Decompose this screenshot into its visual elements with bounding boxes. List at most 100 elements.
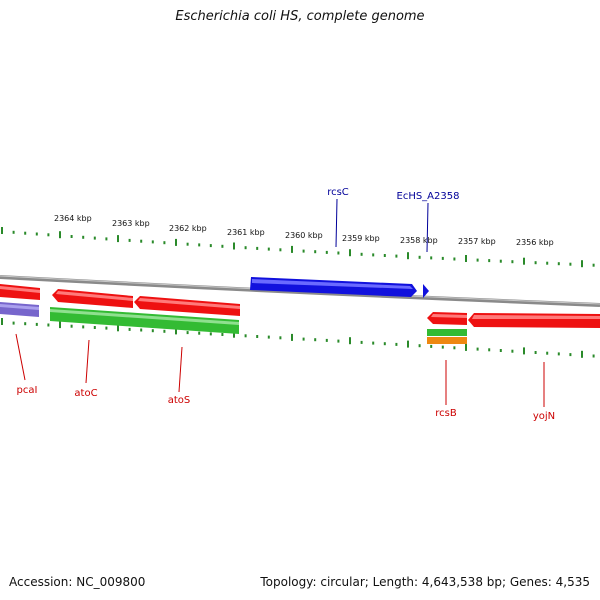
scale-label: 2359 kbp [342, 234, 380, 243]
scale-tick-minor [140, 239, 143, 243]
scale-tick-minor [476, 347, 479, 351]
scale-label: 2357 kbp [458, 237, 496, 246]
scale-tick-minor [47, 323, 50, 327]
leader-line-EcHS_A2358 [426, 202, 429, 253]
scale-tick-minor [198, 243, 201, 247]
scale-tick-minor [360, 340, 363, 344]
scale-tick-minor [337, 339, 340, 343]
scale-tick-minor [47, 233, 50, 237]
scale-tick-minor [337, 251, 340, 255]
gene-label-yojN[interactable]: yojN [533, 411, 555, 422]
scale-tick-minor [441, 345, 444, 349]
gene-label-rcsC[interactable]: rcsC [327, 187, 349, 198]
scale-tick-minor [511, 349, 514, 353]
scale-tick-minor [395, 254, 398, 258]
scale-tick-minor [209, 244, 212, 248]
scale-tick-minor [221, 333, 224, 336]
scale-tick-minor [383, 254, 386, 257]
scale-tick-minor [24, 231, 27, 235]
feature-purple-highlight [0, 304, 39, 310]
gene-EcHS_A2358-arrow[interactable] [423, 284, 429, 298]
scale-tick-minor [151, 329, 154, 333]
scale-tick-minor [93, 236, 96, 240]
scale-tick-minor [534, 351, 537, 354]
scale-tick-minor [82, 235, 85, 239]
scale-tick-minor [93, 326, 96, 329]
scale-tick-minor [209, 332, 212, 336]
scale-tick-minor [372, 341, 375, 345]
scale-tick-minor [395, 342, 398, 346]
scale-tick-minor [267, 247, 270, 251]
scale-tick-minor [557, 352, 560, 356]
scale-tick-minor [279, 336, 282, 340]
scale-tick-major [523, 347, 525, 355]
scale-tick-minor [511, 260, 514, 264]
scale-tick-minor [256, 246, 259, 250]
scale-tick-major [291, 245, 293, 253]
scale-tick-minor [140, 328, 143, 332]
gene-pcaI-highlight [0, 286, 40, 293]
scale-tick-minor [569, 353, 572, 357]
scale-tick-minor [163, 241, 166, 245]
scale-label: 2361 kbp [227, 228, 265, 237]
scale-tick-minor [12, 321, 15, 325]
scale-label: 2362 kbp [169, 224, 207, 233]
accession-text: Accession: NC_009800 [9, 575, 146, 589]
scale-tick-major [1, 318, 3, 325]
feature-orange-rcsB[interactable] [427, 337, 467, 344]
scale-tick-minor [186, 331, 189, 335]
scale-tick-minor [82, 325, 85, 329]
scale-tick-major [581, 260, 583, 268]
scale-tick-minor [105, 326, 108, 330]
scale-tick-minor [418, 255, 421, 259]
scale-label: 2358 kbp [400, 236, 438, 245]
scale-tick-major [465, 343, 467, 351]
scale-tick-major [349, 337, 351, 345]
scale-tick-minor [453, 257, 456, 261]
scale-tick-minor [499, 349, 502, 352]
scale-tick-minor [430, 256, 433, 260]
scale-tick-minor [383, 342, 386, 346]
scale-ticks-upper [1, 227, 595, 268]
gene-label-atoS[interactable]: atoS [168, 395, 191, 406]
gene-yojN-highlight [472, 315, 600, 319]
scale-tick-minor [70, 324, 73, 328]
gene-label-EcHS_A2358[interactable]: EcHS_A2358 [397, 191, 460, 202]
scale-tick-minor [476, 258, 479, 262]
gene-label-rcsB[interactable]: rcsB [435, 408, 457, 419]
scale-label: 2364 kbp [54, 214, 92, 223]
feature-green-rcsB[interactable] [427, 329, 467, 336]
scale-tick-minor [186, 242, 189, 246]
scale-label: 2360 kbp [285, 231, 323, 240]
scale-tick-minor [35, 232, 38, 236]
scale-tick-minor [128, 238, 131, 242]
scale-tick-minor [70, 235, 73, 238]
scale-tick-major [117, 235, 119, 243]
scale-tick-minor [534, 261, 537, 265]
scale-tick-minor [592, 263, 595, 267]
scale-tick-major [175, 327, 177, 335]
scale-tick-major [523, 257, 525, 265]
scale-tick-minor [279, 248, 282, 252]
scale-tick-minor [128, 327, 131, 331]
scale-tick-minor [592, 354, 595, 358]
scale-tick-major [291, 333, 293, 341]
scale-tick-minor [198, 331, 201, 335]
scale-tick-minor [163, 329, 166, 333]
gene-atoC-highlight [56, 291, 133, 301]
scale-tick-minor [221, 244, 224, 248]
scale-tick-minor [302, 337, 305, 341]
gene-label-pcaI[interactable]: pcaI [17, 385, 38, 396]
scale-tick-major [349, 249, 351, 257]
scale-tick-minor [499, 259, 502, 263]
gene-label-atoC[interactable]: atoC [74, 388, 97, 399]
leader-line-pcaI [15, 333, 26, 381]
scale-tick-major [407, 252, 409, 260]
scale-tick-minor [151, 240, 154, 244]
scale-tick-minor [441, 256, 444, 260]
genome-summary-text: Topology: circular; Length: 4,643,538 bp… [260, 575, 590, 589]
scale-tick-major [59, 231, 61, 239]
scale-tick-minor [430, 344, 433, 348]
scale-tick-minor [314, 250, 317, 254]
gene-rcsB-arrow[interactable] [427, 312, 467, 325]
